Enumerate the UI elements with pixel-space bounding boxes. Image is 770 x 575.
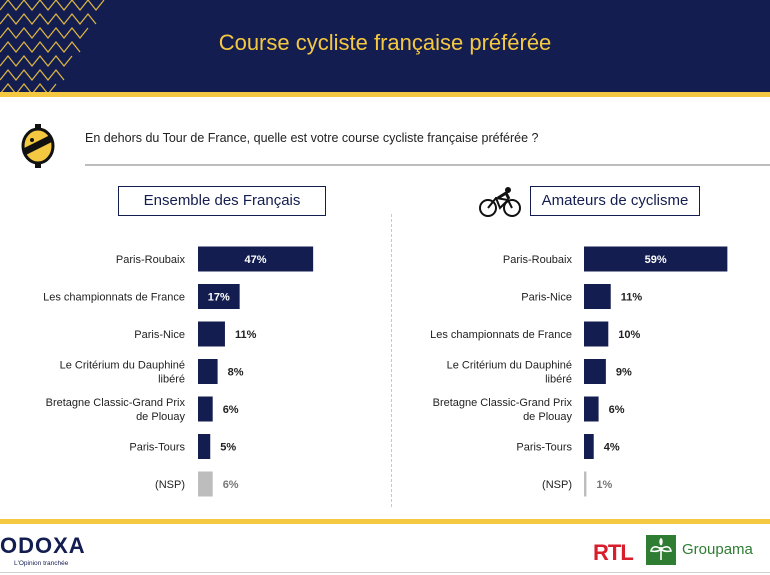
bar [584, 396, 599, 422]
category-label: Bretagne Classic-Grand Prix de Plouay [433, 397, 573, 423]
bar [198, 321, 225, 347]
category-label: Le Critérium du Dauphiné libéré [447, 360, 572, 386]
category-label: Le Critérium du Dauphiné libéré [60, 360, 185, 386]
bar [584, 284, 611, 309]
category-label: Bretagne Classic-Grand Prix de Plouay [46, 397, 186, 423]
groupama-logo: Groupama [682, 541, 753, 558]
group-title-cycling-fans: Amateurs de cyclisme [530, 186, 700, 216]
bar [584, 359, 606, 384]
chevron-pattern-icon [0, 0, 105, 92]
header-banner: Course cycliste française préférée [0, 0, 770, 92]
value-label: 1% [596, 479, 612, 491]
bar-chart-cycling-fans: Paris-Roubaix 59% Paris-Nice 11% Les champio… [430, 246, 728, 497]
category-label: Paris-Nice [134, 329, 185, 341]
bar [584, 321, 609, 347]
question-divider [85, 164, 770, 166]
value-label: 11% [621, 292, 643, 304]
value-label: 5% [220, 442, 236, 454]
category-label: Les championnats de France [43, 292, 185, 304]
groupama-leaf-icon [646, 535, 676, 565]
odoxa-tagline: L'Opinion tranchée [14, 560, 69, 567]
bar [584, 434, 594, 459]
category-label: Paris-Tours [129, 442, 185, 454]
footer-divider [0, 519, 770, 524]
bar [198, 359, 218, 384]
value-label: 6% [609, 404, 625, 416]
bar [198, 434, 211, 459]
group-title-all: Ensemble des Français [118, 186, 326, 216]
category-label: Paris-Tours [516, 442, 572, 454]
value-label: 59% [645, 254, 667, 266]
bar-chart-all: Paris-Roubaix 47% Les championnats de Fran… [43, 246, 314, 497]
category-label: Paris-Roubaix [116, 254, 186, 266]
bar [198, 246, 314, 272]
value-label: 9% [616, 367, 632, 379]
value-label: 8% [228, 367, 244, 379]
odoxa-logo: ODOXA [0, 533, 86, 558]
bar [198, 396, 213, 422]
value-label: 4% [604, 442, 620, 454]
header-divider [0, 92, 770, 97]
bottom-border [0, 572, 770, 573]
rtl-logo: RTL [593, 540, 634, 565]
value-label: 47% [245, 254, 267, 266]
category-label: (NSP) [542, 479, 572, 491]
bar [198, 284, 240, 309]
column-divider [391, 214, 392, 507]
value-label: 6% [223, 404, 239, 416]
survey-question: En dehors du Tour de France, quelle est … [85, 131, 539, 145]
value-label: 17% [208, 292, 230, 304]
bar [584, 471, 587, 497]
category-label: Paris-Nice [521, 292, 572, 304]
cyclist-icon [479, 187, 521, 217]
category-label: (NSP) [155, 479, 185, 491]
value-label: 10% [618, 329, 640, 341]
odoxa-s-icon [21, 124, 55, 168]
category-label: Les championnats de France [430, 329, 572, 341]
category-label: Paris-Roubaix [503, 254, 573, 266]
value-label: 6% [223, 479, 239, 491]
value-label: 11% [235, 329, 257, 341]
bar [584, 246, 728, 272]
bar [198, 471, 213, 497]
page-title: Course cycliste française préférée [218, 30, 552, 55]
